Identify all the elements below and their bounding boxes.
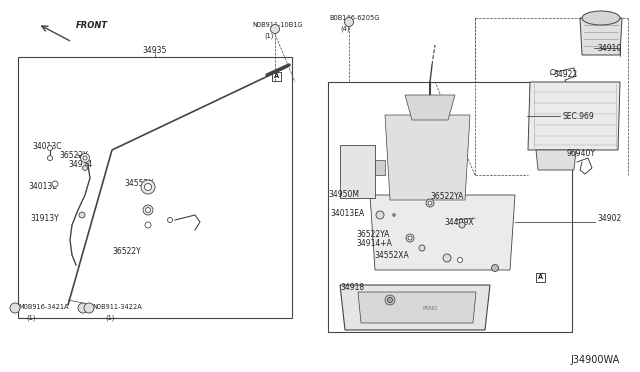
Circle shape bbox=[145, 222, 151, 228]
Text: 34910: 34910 bbox=[597, 44, 621, 52]
Text: 34914+A: 34914+A bbox=[356, 240, 392, 248]
Text: 34914: 34914 bbox=[68, 160, 92, 169]
Circle shape bbox=[492, 264, 499, 272]
Circle shape bbox=[145, 183, 152, 190]
Text: (4): (4) bbox=[340, 26, 349, 32]
Polygon shape bbox=[580, 18, 622, 55]
Text: 34013C: 34013C bbox=[32, 141, 61, 151]
Circle shape bbox=[84, 303, 94, 313]
Text: 31913Y: 31913Y bbox=[30, 214, 59, 222]
Text: 36522YA: 36522YA bbox=[356, 230, 389, 238]
Circle shape bbox=[419, 245, 425, 251]
Circle shape bbox=[47, 145, 52, 151]
Circle shape bbox=[443, 254, 451, 262]
Text: 34552X: 34552X bbox=[124, 179, 154, 187]
Text: 96940Y: 96940Y bbox=[567, 148, 596, 157]
Circle shape bbox=[344, 17, 353, 26]
Polygon shape bbox=[536, 150, 576, 170]
Circle shape bbox=[408, 236, 412, 240]
Text: 34950M: 34950M bbox=[328, 189, 359, 199]
Circle shape bbox=[52, 181, 58, 187]
Text: N: N bbox=[272, 26, 276, 32]
Polygon shape bbox=[528, 82, 620, 150]
Text: 34013EA: 34013EA bbox=[330, 208, 364, 218]
Circle shape bbox=[550, 70, 556, 74]
Circle shape bbox=[385, 295, 395, 305]
Circle shape bbox=[458, 257, 463, 263]
Text: 34918: 34918 bbox=[340, 282, 364, 292]
Circle shape bbox=[83, 156, 87, 160]
Circle shape bbox=[387, 298, 392, 302]
Circle shape bbox=[145, 208, 150, 212]
Circle shape bbox=[81, 154, 90, 163]
Circle shape bbox=[47, 155, 52, 160]
Text: N: N bbox=[86, 305, 90, 311]
Text: 34409X: 34409X bbox=[444, 218, 474, 227]
Polygon shape bbox=[340, 285, 490, 330]
Circle shape bbox=[376, 211, 384, 219]
Text: 36522Y: 36522Y bbox=[59, 151, 88, 160]
Text: B0B146-6205G: B0B146-6205G bbox=[329, 15, 380, 21]
Circle shape bbox=[10, 303, 20, 313]
Circle shape bbox=[392, 214, 396, 217]
Polygon shape bbox=[385, 115, 470, 200]
Circle shape bbox=[426, 199, 434, 207]
Circle shape bbox=[141, 180, 155, 194]
Bar bbox=[273, 71, 282, 80]
Polygon shape bbox=[405, 95, 455, 120]
Circle shape bbox=[79, 212, 85, 218]
Circle shape bbox=[78, 303, 88, 313]
Text: 34922: 34922 bbox=[553, 70, 577, 78]
Bar bbox=[536, 273, 545, 282]
Text: A: A bbox=[275, 73, 280, 79]
Text: 36522YA: 36522YA bbox=[430, 192, 463, 201]
Polygon shape bbox=[375, 160, 385, 175]
Text: SEC.969: SEC.969 bbox=[563, 112, 595, 121]
Polygon shape bbox=[340, 145, 375, 198]
Text: N0B911-10B1G: N0B911-10B1G bbox=[252, 22, 303, 28]
Circle shape bbox=[459, 222, 465, 228]
Text: (1): (1) bbox=[105, 315, 115, 321]
Circle shape bbox=[406, 234, 414, 242]
Text: J34900WA: J34900WA bbox=[570, 355, 620, 365]
Text: PRND: PRND bbox=[422, 305, 438, 311]
Bar bbox=[328, 82, 572, 332]
Text: (1): (1) bbox=[264, 33, 273, 39]
Polygon shape bbox=[358, 292, 476, 323]
Text: (1): (1) bbox=[26, 315, 35, 321]
Text: A: A bbox=[538, 274, 543, 280]
Text: FRONT: FRONT bbox=[76, 21, 108, 30]
Circle shape bbox=[428, 201, 432, 205]
Bar bbox=[18, 57, 292, 318]
Text: M0B916-3421A: M0B916-3421A bbox=[18, 304, 68, 310]
Text: N0B911-3422A: N0B911-3422A bbox=[92, 304, 141, 310]
Text: M: M bbox=[12, 305, 17, 311]
Polygon shape bbox=[370, 195, 515, 270]
Circle shape bbox=[143, 205, 153, 215]
Circle shape bbox=[271, 25, 280, 33]
Circle shape bbox=[168, 218, 173, 222]
Text: 34013E: 34013E bbox=[28, 182, 57, 190]
Text: 34902: 34902 bbox=[597, 214, 621, 222]
Circle shape bbox=[83, 166, 88, 170]
Text: 36522Y: 36522Y bbox=[112, 247, 141, 257]
Text: 34935: 34935 bbox=[143, 45, 167, 55]
Ellipse shape bbox=[582, 11, 620, 25]
Text: B: B bbox=[346, 19, 350, 25]
Text: 34552XA: 34552XA bbox=[374, 250, 409, 260]
